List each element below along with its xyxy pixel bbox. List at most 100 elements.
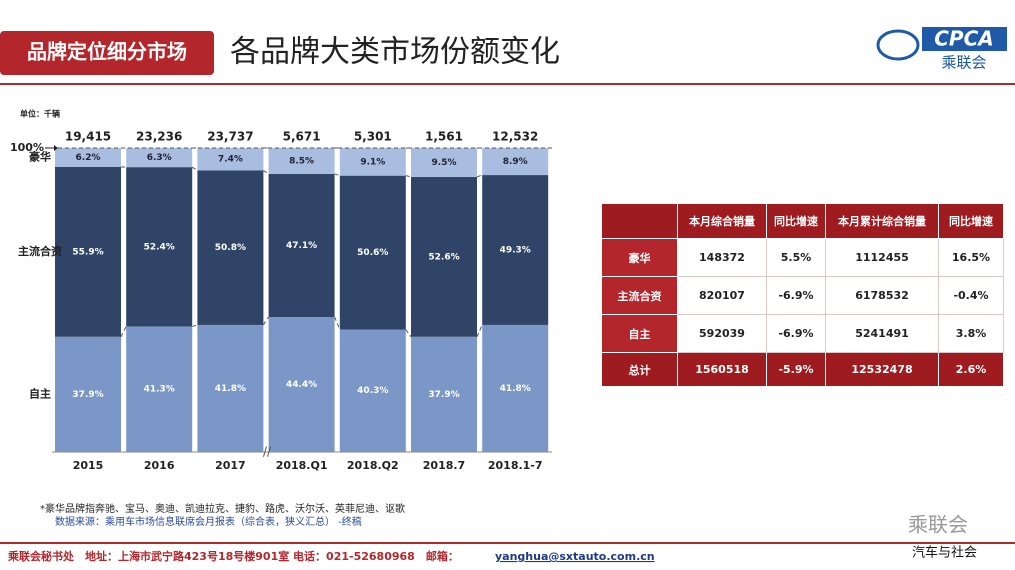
value-label: 44.4%	[286, 380, 317, 390]
header-title: 各品牌大类市场份额变化	[230, 35, 560, 70]
table-cell: 16.5%	[938, 238, 1004, 277]
table-corner	[601, 203, 678, 239]
logo-icon	[876, 29, 920, 61]
table-row: 主流合资 820107 -6.9% 6178532 -0.4%	[601, 276, 1004, 315]
bar-segment	[411, 176, 477, 337]
table-row: 自主 592039 -6.9% 5241491 3.8%	[601, 314, 1004, 353]
value-label: 9.5%	[432, 158, 457, 168]
note: *豪华品牌指奔驰、宝马、奥迪、凯迪拉克、捷豹、路虎、沃尔沃、英菲尼迪、讴歌	[40, 502, 405, 515]
axis-break: //	[263, 445, 272, 459]
table-row: 总计 1560518 -5.9% 12532478 2.6%	[601, 352, 1004, 387]
tick-arrow-head	[54, 145, 58, 151]
table-cell: 5.5%	[766, 238, 826, 277]
total-label: 1,561	[425, 130, 463, 144]
table-cell: 2.6%	[938, 352, 1004, 387]
bar-segment	[197, 170, 264, 325]
total-label: 23,236	[136, 130, 182, 144]
x-tick-label: 2015	[73, 459, 104, 472]
bar-segment	[126, 167, 193, 327]
table-cell: 自主	[601, 314, 678, 353]
value-label: 41.8%	[500, 384, 531, 394]
x-tick-label: 2018.Q1	[276, 459, 328, 472]
value-label: 50.8%	[215, 243, 246, 253]
table-row: 豪华 148372 5.5% 1112455 16.5%	[601, 238, 1004, 277]
value-label: 8.9%	[503, 157, 528, 167]
table-cell: 同比增速	[766, 203, 826, 239]
x-tick-label: 2018.7	[423, 459, 465, 472]
x-tick-label: 2018.Q2	[347, 459, 399, 472]
value-label: 41.3%	[144, 385, 175, 395]
bar-segment	[197, 148, 264, 171]
x-tick-label: 2017	[215, 459, 246, 472]
table-header: 本月综合销量 同比增速 本月累计综合销量 同比增速	[601, 203, 1004, 239]
footer-email[interactable]: yanghua@sxtauto.com.cn	[495, 550, 655, 563]
bar-segment	[411, 148, 477, 177]
table-cell: 592039	[677, 314, 767, 353]
bar-segment	[482, 148, 549, 176]
bar-segment	[482, 324, 549, 452]
bar-segment	[339, 329, 406, 452]
table-cell: 1560518	[677, 352, 767, 387]
value-label: 37.9%	[72, 390, 103, 400]
value-label: 6.3%	[147, 153, 172, 163]
bar-segment	[268, 317, 335, 452]
table-cell: -5.9%	[766, 352, 826, 387]
connector	[405, 175, 412, 178]
watermark-source: 汽车与社会	[912, 545, 977, 561]
table-cell: 12532478	[825, 352, 939, 387]
connector	[334, 173, 340, 177]
legend-label: 主流合资	[18, 244, 62, 258]
value-label: 52.6%	[428, 252, 459, 262]
connector	[476, 324, 483, 337]
total-label: 23,737	[207, 130, 253, 144]
connector	[192, 324, 198, 327]
legend-label: 自主	[29, 386, 51, 400]
value-label: 9.1%	[360, 157, 385, 167]
bar-segment	[55, 336, 121, 452]
table-cell: 1112455	[825, 238, 939, 277]
connector	[263, 170, 269, 175]
connector	[476, 174, 483, 178]
table-cell: -6.9%	[766, 276, 826, 315]
connector	[262, 316, 270, 326]
bar-segment	[126, 326, 193, 452]
source-note: 数据来源：乘用车市场信息联席会月报表（综合表，狭义汇总） -终稿	[55, 515, 362, 528]
header-tag-box	[0, 31, 214, 75]
table-cell: 豪华	[601, 238, 678, 277]
bar-segment	[339, 148, 406, 176]
table-cell: 148372	[677, 238, 767, 277]
value-label: 52.4%	[144, 242, 175, 252]
table-cell: 5241491	[825, 314, 939, 353]
logo-box	[922, 27, 1007, 51]
value-label: 50.6%	[357, 248, 388, 258]
table-cell: 3.8%	[938, 314, 1004, 353]
table-cell: 本月综合销量	[677, 203, 767, 239]
table-cell: 820107	[677, 276, 767, 315]
value-label: 37.9%	[428, 390, 459, 400]
x-tick-label: 2016	[144, 459, 175, 472]
table-cell: -6.9%	[766, 314, 826, 353]
value-label: 47.1%	[286, 241, 317, 251]
sales-table: 本月综合销量 同比增速 本月累计综合销量 同比增速 豪华 148372 5.5% 11124…	[601, 203, 1004, 387]
logo-text: CPCA	[934, 27, 994, 51]
header-tag: 品牌定位细分市场	[27, 40, 187, 64]
y-tick-label: 100%	[10, 141, 44, 154]
x-tick-label: 2018.1-7	[488, 459, 543, 472]
bar-segment	[411, 336, 477, 452]
total-label: 5,671	[283, 130, 321, 144]
table-cell: 主流合资	[601, 276, 678, 315]
total-label: 19,415	[65, 130, 111, 144]
bar-segment	[126, 148, 193, 168]
watermark-brand: 乘联会	[908, 513, 968, 537]
total-label: 5,301	[354, 130, 392, 144]
logo-sub: 乘联会	[941, 54, 986, 72]
footer-text: 乘联会秘书处 地址：上海市武宁路423号18号楼901室 电话：021-5268…	[7, 549, 459, 563]
legend-label: 豪华	[29, 149, 51, 163]
value-label: 41.8%	[215, 384, 246, 394]
connector	[120, 326, 127, 338]
value-label: 7.4%	[218, 155, 243, 165]
value-label: 49.3%	[500, 245, 531, 255]
table-cell: 6178532	[825, 276, 939, 315]
table-cell: 同比增速	[938, 203, 1004, 239]
